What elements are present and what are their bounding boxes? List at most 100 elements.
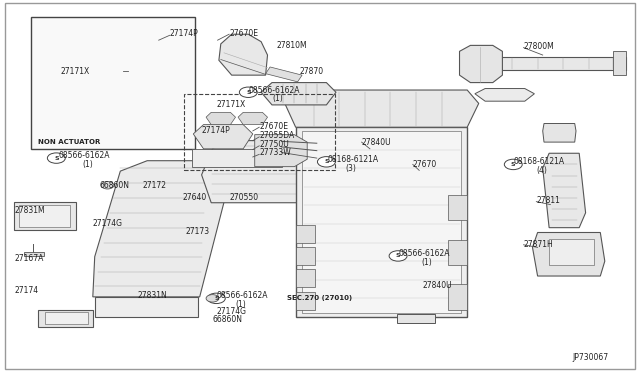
Text: 27174G: 27174G (216, 307, 246, 316)
Polygon shape (202, 141, 314, 203)
Text: 27670: 27670 (413, 160, 437, 169)
Polygon shape (266, 67, 302, 82)
Polygon shape (302, 131, 461, 313)
Polygon shape (38, 310, 93, 327)
Polygon shape (95, 297, 198, 317)
Polygon shape (238, 112, 268, 125)
Polygon shape (296, 225, 315, 243)
Text: JP730067: JP730067 (573, 353, 609, 362)
Text: 27173: 27173 (186, 227, 210, 236)
Text: 27733W: 27733W (259, 148, 291, 157)
Text: 27640: 27640 (182, 193, 207, 202)
Text: 270550: 270550 (229, 193, 259, 202)
Polygon shape (296, 269, 315, 287)
Text: 27840U: 27840U (422, 281, 452, 290)
Polygon shape (74, 57, 174, 122)
Polygon shape (219, 34, 268, 75)
Text: (1): (1) (236, 300, 246, 309)
Text: 27167A: 27167A (14, 254, 44, 263)
Text: 27840U: 27840U (362, 138, 391, 147)
Polygon shape (296, 127, 467, 317)
Text: 27174G: 27174G (93, 219, 123, 228)
Polygon shape (108, 33, 147, 46)
Polygon shape (261, 83, 336, 105)
Polygon shape (397, 314, 435, 323)
Text: 08168-6121A: 08168-6121A (513, 157, 564, 166)
Polygon shape (64, 53, 182, 126)
Polygon shape (448, 240, 467, 265)
Text: 27171X: 27171X (61, 67, 90, 76)
Polygon shape (193, 125, 253, 149)
Text: 66860N: 66860N (212, 315, 243, 324)
Text: (1): (1) (82, 160, 93, 169)
Text: 08168-6121A: 08168-6121A (328, 155, 379, 164)
Polygon shape (296, 292, 315, 310)
Text: S: S (511, 162, 516, 167)
Text: S: S (396, 253, 401, 259)
Polygon shape (24, 252, 44, 256)
Circle shape (47, 153, 65, 163)
Text: 27870: 27870 (300, 67, 324, 76)
Circle shape (207, 293, 225, 304)
Polygon shape (14, 202, 76, 230)
Polygon shape (448, 195, 467, 220)
Bar (31, 17, 195, 149)
Circle shape (101, 182, 114, 189)
Text: 27670E: 27670E (259, 122, 288, 131)
Text: 27811: 27811 (536, 196, 560, 205)
Text: 27810M: 27810M (276, 41, 307, 50)
Text: 08566-6162A: 08566-6162A (216, 291, 268, 300)
Polygon shape (475, 89, 534, 101)
Circle shape (206, 295, 219, 302)
Polygon shape (19, 205, 70, 227)
Text: 27800M: 27800M (524, 42, 554, 51)
Text: 08566-6162A: 08566-6162A (398, 249, 449, 258)
Text: SEC.270 (27010): SEC.270 (27010) (287, 295, 352, 301)
Text: 27831N: 27831N (138, 291, 167, 300)
Text: (1): (1) (272, 94, 283, 103)
Polygon shape (206, 112, 236, 125)
Text: S: S (246, 90, 251, 95)
Text: 27871H: 27871H (524, 240, 553, 249)
Polygon shape (543, 153, 586, 228)
Text: S: S (54, 155, 59, 161)
Text: S: S (214, 296, 219, 301)
Text: 27750U: 27750U (259, 140, 289, 149)
Polygon shape (255, 135, 307, 167)
Polygon shape (285, 90, 479, 127)
Text: 08566-6162A: 08566-6162A (248, 86, 300, 94)
Text: 27831M: 27831M (14, 206, 45, 215)
Circle shape (389, 251, 407, 261)
Text: 27670E: 27670E (229, 29, 258, 38)
Text: 27174: 27174 (14, 286, 38, 295)
Text: (1): (1) (421, 258, 432, 267)
Circle shape (504, 159, 522, 170)
Polygon shape (613, 51, 626, 75)
Text: 66860N: 66860N (99, 181, 129, 190)
Polygon shape (549, 239, 594, 265)
Circle shape (239, 87, 257, 97)
Polygon shape (474, 57, 626, 70)
Text: 27174P: 27174P (170, 29, 198, 38)
Polygon shape (192, 149, 282, 167)
Polygon shape (532, 232, 605, 276)
Circle shape (317, 157, 335, 167)
Text: NON ACTUATOR: NON ACTUATOR (38, 139, 100, 145)
Polygon shape (93, 161, 227, 297)
Text: 27055DA: 27055DA (259, 131, 294, 140)
Polygon shape (296, 247, 315, 265)
Text: (3): (3) (346, 164, 356, 173)
Polygon shape (543, 124, 576, 142)
Polygon shape (45, 312, 88, 324)
Polygon shape (69, 104, 82, 116)
Text: 27171X: 27171X (216, 100, 246, 109)
Polygon shape (448, 284, 467, 310)
Text: S: S (324, 159, 329, 164)
Bar (184, 94, 335, 170)
Polygon shape (69, 86, 82, 97)
Polygon shape (460, 45, 502, 83)
Text: 27172: 27172 (142, 181, 166, 190)
Text: (4): (4) (536, 166, 547, 175)
Polygon shape (152, 41, 182, 52)
Polygon shape (150, 33, 187, 46)
